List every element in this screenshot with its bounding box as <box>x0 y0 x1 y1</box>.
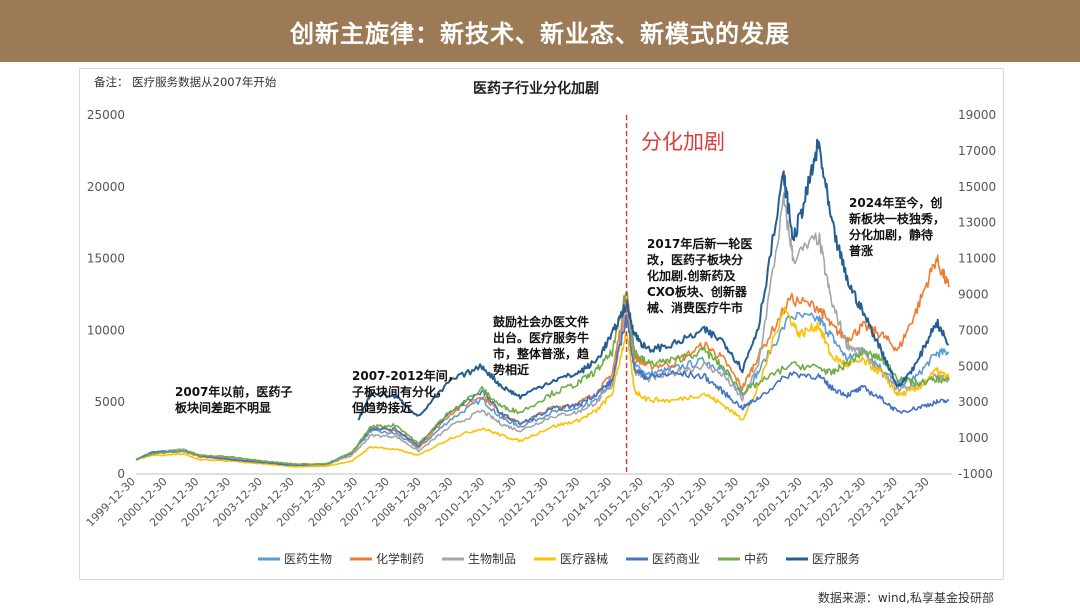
chart-note: 备注： 医疗服务数据从2007年开始 <box>94 75 277 89</box>
annotation-line: 势相近 <box>493 363 530 377</box>
y-tick-label: 0 <box>117 467 125 481</box>
annotation-line: 子板块间有分化， <box>352 385 449 399</box>
y2-tick-label: 17000 <box>958 144 996 158</box>
y2-tick-label: 3000 <box>958 395 989 409</box>
annotation-line: 2007-2012年间， <box>352 369 460 383</box>
y-tick-label: 15000 <box>87 252 125 266</box>
annotation-line: 板块间差距不明显 <box>175 401 272 415</box>
annotation-line: 普涨 <box>849 244 874 258</box>
annotation-line: 但趋势接近 <box>352 401 413 415</box>
annotation-line: 市，整体普涨，趋 <box>493 347 590 361</box>
y2-tick-label: 19000 <box>958 108 996 122</box>
banner-title: 创新主旋律：新技术、新业态、新模式的发展 <box>290 19 790 48</box>
divergence-label: 分化加剧 <box>641 130 725 154</box>
series-line-医疗服务 <box>357 138 950 421</box>
y-tick-label: 10000 <box>87 323 125 337</box>
legend-label: 中药 <box>744 551 768 566</box>
chart-title: 医药子行业分化加剧 <box>473 80 599 97</box>
annotation-2024-innovation: 2024年至今，创 新板块一枝独秀， 分化加剧，静待 普涨 <box>849 195 945 259</box>
legend-label: 生物制品 <box>468 552 516 566</box>
legend-label: 医疗器械 <box>560 551 608 566</box>
annotation-line: 械、消费医疗牛市 <box>647 301 744 315</box>
y2-tick-label: 11000 <box>958 252 996 266</box>
annotation-medical-policy: 鼓励社会办医文件 出台。医疗服务牛 市，整体普涨，趋 势相近 <box>493 314 589 378</box>
annotation-2007-2012: 2007-2012年间， 子板块间有分化， 但趋势接近 <box>352 368 460 416</box>
series-line-医疗器械 <box>136 306 950 468</box>
y2-tick-label: 5000 <box>958 359 989 373</box>
annotation-line: 2024年至今，创 <box>849 196 943 210</box>
y2-tick-label: 13000 <box>958 216 996 230</box>
y2-tick-label: -1000 <box>958 467 993 481</box>
series-line-医药商业 <box>135 315 950 467</box>
y2-tick-label: 15000 <box>958 180 996 194</box>
annotation-line: CXO板块、创新器 <box>647 285 747 299</box>
annotation-2017-reform: 2017年后新一轮医 改，医药子板块分 化加剧.创新药及 CXO板块、创新器 械… <box>647 236 752 316</box>
y-tick-label: 25000 <box>87 108 125 122</box>
legend-label: 医疗服务 <box>812 551 860 566</box>
annotation-line: 分化加剧，静待 <box>849 228 934 242</box>
annotation-line: 鼓励社会办医文件 <box>493 315 590 329</box>
annotation-line: 化加剧.创新药及 <box>647 269 736 283</box>
series-line-中药 <box>135 291 950 466</box>
data-source: 数据来源：wind,私享基金投研部 <box>817 591 994 605</box>
legend-label: 医药生物 <box>284 552 332 566</box>
annotation-line: 2007年以前，医药子 <box>175 385 293 399</box>
annotation-line: 2017年后新一轮医 <box>647 237 753 251</box>
y2-tick-label: 7000 <box>958 323 989 337</box>
chart-frame <box>79 68 1004 580</box>
y2-tick-label: 9000 <box>958 288 989 302</box>
annotation-line: 新板块一枝独秀， <box>849 212 946 226</box>
annotation-line: 改，医药子板块分 <box>647 253 744 267</box>
annotation-line: 出台。医疗服务牛 <box>493 331 590 345</box>
annotation-pre-2007: 2007年以前，医药子 板块间差距不明显 <box>175 384 292 416</box>
y2-tick-label: 1000 <box>958 431 989 445</box>
legend-label: 化学制药 <box>376 551 424 566</box>
legend-label: 医药商业 <box>652 551 700 566</box>
y-tick-label: 20000 <box>87 180 125 194</box>
title-banner: 创新主旋律：新技术、新业态、新模式的发展 <box>0 0 1080 62</box>
y-tick-label: 5000 <box>94 395 125 409</box>
